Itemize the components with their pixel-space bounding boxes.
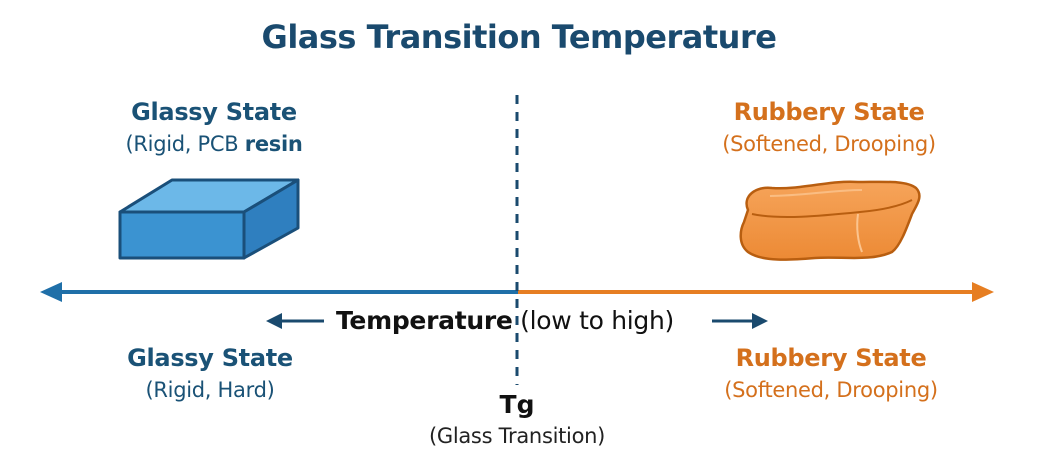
rubbery-state-heading-bottom: Rubbery State (735, 344, 927, 372)
glassy-state-subtitle-bottom: (Rigid, Hard) (145, 378, 275, 402)
right-direction-arrow-icon (712, 313, 768, 329)
temperature-axis-label: Temperature (low to high) (336, 306, 674, 335)
rubbery-state-heading-top: Rubbery State (733, 98, 925, 126)
axis-left-arrowhead (40, 282, 62, 302)
diagram-title: Glass Transition Temperature (261, 18, 777, 56)
tg-label: Tg (499, 390, 535, 419)
rubbery-blob-icon (739, 180, 921, 261)
temperature-label-range: (low to high) (512, 306, 674, 335)
glassy-state-subtitle-top: (Rigid, PCB resin (125, 132, 302, 156)
glassy-state-heading-top: Glassy State (131, 98, 297, 126)
glassy-subtitle-text: (Rigid, PCB (125, 132, 245, 156)
axis-right-arrowhead (972, 282, 994, 302)
glassy-subtitle-bold: resin (244, 132, 303, 156)
glassy-block-icon (118, 178, 300, 260)
temperature-axis (40, 282, 994, 302)
glassy-state-heading-bottom: Glassy State (127, 344, 293, 372)
left-direction-arrow-icon (266, 313, 324, 329)
temperature-label-bold: Temperature (336, 306, 513, 335)
rubbery-state-subtitle-top: (Softened, Drooping) (722, 132, 936, 156)
rubbery-state-subtitle-bottom: (Softened, Drooping) (724, 378, 938, 402)
tg-subtitle: (Glass Transition) (428, 424, 606, 448)
